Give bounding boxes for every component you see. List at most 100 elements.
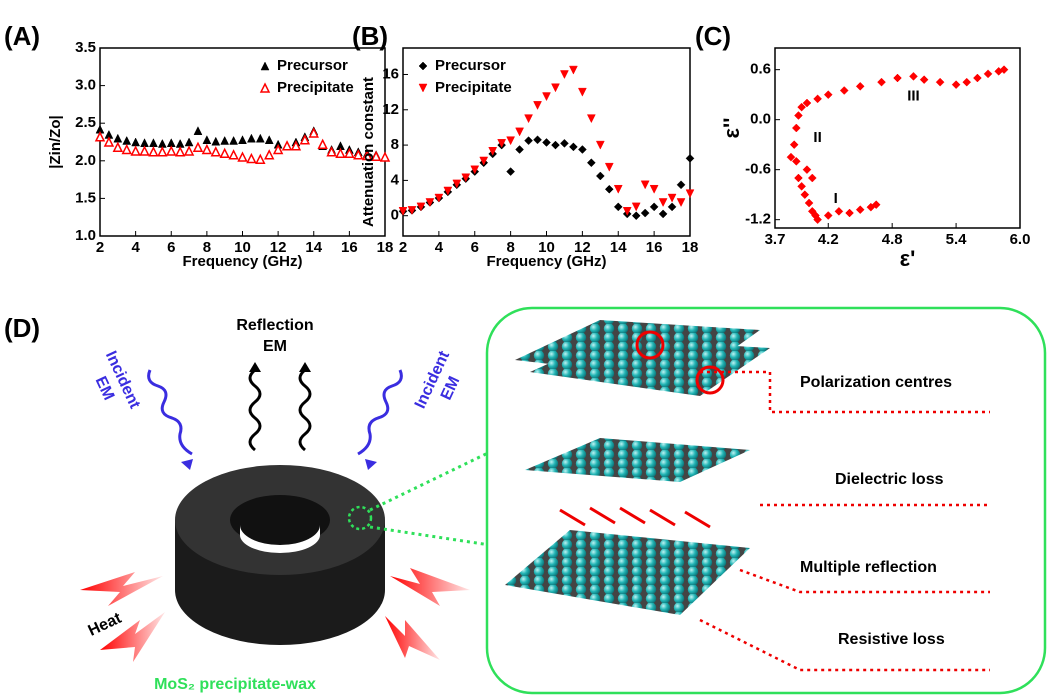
marker: [613, 184, 623, 194]
marker: [823, 211, 833, 220]
marker: [130, 145, 141, 156]
marker: [667, 202, 677, 212]
sample-label: MoS₂ precipitate-wax: [154, 676, 316, 693]
marker: [344, 147, 355, 159]
marker: [631, 211, 641, 221]
marker: [909, 71, 918, 81]
marker: [488, 147, 498, 156]
marker: [807, 173, 817, 183]
marker: [335, 147, 346, 159]
polarization-circle: [695, 365, 725, 395]
marker: [595, 140, 605, 150]
marker: [649, 184, 659, 194]
x-tick-label: 10: [538, 239, 555, 256]
marker: [353, 149, 364, 160]
marker: [845, 208, 854, 218]
marker: [797, 181, 806, 191]
marker: [193, 126, 203, 135]
marker: [211, 136, 221, 146]
legend-label: Precipitate: [435, 79, 512, 96]
marker: [461, 173, 471, 183]
annotation: I: [834, 190, 838, 207]
polarization-circle: [635, 330, 665, 360]
x-tick-label: 12: [270, 239, 287, 256]
x-tick-label: 3.7: [765, 231, 786, 248]
reflection-arrows: [559, 506, 711, 529]
marker: [569, 65, 578, 75]
marker: [192, 141, 204, 153]
marker: [443, 186, 453, 196]
mechanism-label: Resistive loss: [838, 631, 945, 648]
y-tick-label: 12: [382, 101, 399, 118]
marker: [604, 162, 614, 172]
marker: [586, 114, 596, 124]
marker: [229, 135, 238, 145]
arrow-head: [249, 362, 311, 372]
marker: [794, 173, 803, 183]
marker: [586, 158, 596, 168]
y-tick-label: 3.0: [75, 77, 96, 94]
marker: [807, 206, 817, 216]
y-tick-label: 2.0: [75, 152, 96, 169]
callout-lines: [699, 370, 990, 672]
marker: [524, 136, 533, 146]
marker: [542, 92, 551, 102]
x-tick-label: 10: [234, 239, 251, 256]
marker: [631, 202, 641, 212]
y-axis-label: ε'': [719, 118, 744, 139]
panel-label: (D): [4, 313, 40, 343]
marker: [398, 207, 408, 216]
marker: [560, 70, 569, 80]
marker: [247, 133, 256, 143]
marker: [379, 151, 391, 162]
x-tick-label: 6.0: [1010, 231, 1031, 248]
marker: [542, 138, 551, 147]
marker: [786, 152, 796, 162]
x-tick-label: 16: [646, 239, 663, 256]
marker: [174, 146, 186, 157]
marker: [855, 81, 865, 91]
marker: [470, 165, 480, 175]
marker: [839, 86, 849, 95]
legend-label: Precursor: [435, 57, 506, 74]
x-axis-label: Frequency (GHz): [486, 253, 606, 270]
marker: [999, 65, 1009, 75]
marker: [308, 127, 319, 138]
plot-frame: [774, 47, 1021, 229]
y-tick-label: 1.0: [75, 227, 96, 244]
marker: [131, 137, 141, 147]
marker: [560, 138, 569, 148]
marker: [264, 149, 275, 160]
zoom-lines: [369, 450, 491, 547]
x-tick-label: 12: [574, 239, 591, 256]
marker: [157, 146, 168, 157]
marker: [416, 202, 426, 212]
x-axis-label: Frequency (GHz): [182, 253, 302, 270]
marker: [220, 135, 230, 145]
legend-label: Precipitate: [277, 79, 354, 96]
marker: [804, 198, 814, 208]
mechanism-label: Dielectric loss: [835, 471, 944, 488]
legend-marker: [259, 82, 271, 93]
x-tick-label: 18: [682, 239, 699, 256]
marker: [148, 146, 159, 157]
x-tick-label: 4: [131, 239, 140, 256]
legend-marker: [418, 83, 428, 93]
marker: [855, 205, 865, 215]
marker: [866, 202, 876, 212]
marker: [791, 123, 801, 133]
x-tick-label: 14: [305, 239, 322, 256]
marker: [595, 171, 605, 181]
y-tick-label: 0: [391, 207, 399, 224]
x-tick-label: 14: [610, 239, 627, 256]
x-tick-label: 4: [435, 239, 444, 256]
marker: [210, 146, 221, 157]
marker: [676, 180, 686, 190]
zoom-circle: [347, 505, 373, 531]
marker: [685, 189, 695, 199]
marker: [317, 138, 328, 150]
marker: [578, 145, 587, 154]
x-tick-label: 6: [167, 239, 175, 256]
marker: [551, 83, 560, 93]
y-tick-label: -0.6: [745, 161, 771, 178]
